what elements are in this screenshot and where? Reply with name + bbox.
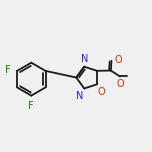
Text: F: F	[28, 101, 33, 111]
Text: N: N	[76, 91, 83, 101]
Text: N: N	[81, 54, 88, 64]
Text: O: O	[116, 79, 124, 89]
Text: O: O	[98, 87, 106, 97]
Text: F: F	[5, 65, 11, 75]
Text: O: O	[114, 55, 122, 66]
